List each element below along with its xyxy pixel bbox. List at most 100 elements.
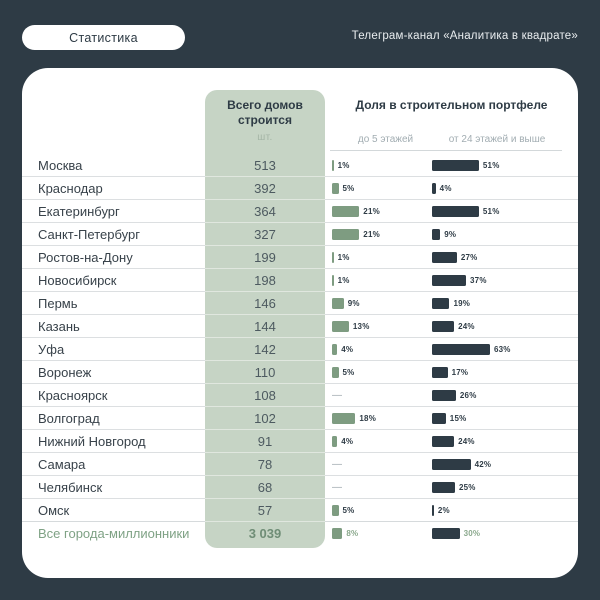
high-rise-bar-cell: 63% <box>432 338 578 361</box>
city-name: Москва <box>22 154 205 177</box>
city-name: Казань <box>22 315 205 338</box>
low-rise-bar <box>332 435 338 447</box>
bar-value-label: 27% <box>460 252 478 262</box>
table-row: Воронеж 110 5% 17% <box>22 361 578 384</box>
count-column-background <box>205 90 325 548</box>
total-houses-value: 146 <box>205 292 325 315</box>
statistics-badge[interactable]: Статистика <box>22 25 185 50</box>
high-rise-bar-cell: 24% <box>432 315 578 338</box>
no-data-dash: — <box>332 458 342 470</box>
low-rise-bar <box>332 182 339 194</box>
city-name: Краснодар <box>22 177 205 200</box>
table-row: Ростов-на-Дону 199 1% 27% <box>22 246 578 269</box>
bar-value-label: 1% <box>337 160 350 170</box>
bar-value-label: 51% <box>482 160 500 170</box>
low-rise-bar <box>332 228 360 240</box>
city-name: Новосибирск <box>22 269 205 292</box>
city-name: Омск <box>22 499 205 522</box>
table-row: Омск 57 5% 2% <box>22 499 578 522</box>
bar-value-label: 4% <box>341 344 354 354</box>
bar-value-label: 24% <box>458 321 475 331</box>
bar-value-label: 15% <box>449 413 467 423</box>
subheader-divider <box>330 150 562 151</box>
high-rise-bar-cell: 9% <box>432 223 578 246</box>
table-row: Екатеринбург 364 21% 51% <box>22 200 578 223</box>
high-rise-bar-cell: 15% <box>432 407 578 430</box>
city-name: Челябинск <box>22 476 205 499</box>
total-houses-value: 78 <box>205 453 325 476</box>
bar-value-label: 30% <box>463 529 481 538</box>
low-rise-bar-cell: — <box>325 384 432 407</box>
bar-value-label: 21% <box>363 206 380 216</box>
no-data-dash: — <box>332 389 342 401</box>
high-rise-bar-cell: 25% <box>432 476 578 499</box>
table-row: Москва 513 1% 51% <box>22 154 578 177</box>
bar-value-label: 26% <box>459 390 477 400</box>
high-rise-bar-cell: 19% <box>432 292 578 315</box>
high-rise-bar <box>432 251 457 263</box>
bar-value-label: 4% <box>439 183 452 193</box>
low-rise-bar-cell: 18% <box>325 407 432 430</box>
low-rise-bar-cell: — <box>325 476 432 499</box>
bar-value-label: 4% <box>341 436 354 446</box>
table-row: Нижний Новгород 91 4% 24% <box>22 430 578 453</box>
channel-caption: Телеграм-канал «Аналитика в квадрате» <box>351 30 578 42</box>
high-rise-bar <box>432 182 436 194</box>
bar-value-label: 51% <box>482 206 500 216</box>
total-houses-value: 68 <box>205 476 325 499</box>
total-houses-value: 110 <box>205 361 325 384</box>
high-rise-bar-cell: 24% <box>432 430 578 453</box>
high-rise-bar <box>432 274 467 286</box>
high-rise-bar <box>432 297 450 309</box>
subheader-high-rise: от 24 этажей и выше <box>448 134 546 145</box>
low-rise-bar <box>332 504 339 516</box>
bar-value-label: 5% <box>342 505 355 515</box>
high-rise-bar <box>432 159 479 171</box>
high-rise-bar <box>432 228 441 240</box>
low-rise-bar-cell: 1% <box>325 154 432 177</box>
bar-value-label: 2% <box>437 505 450 515</box>
subheader-low-rise: до 5 этажей <box>357 134 414 145</box>
low-rise-bar <box>332 297 344 309</box>
bar-value-label: 37% <box>470 275 487 285</box>
high-rise-bar-cell: 27% <box>432 246 578 269</box>
summary-row: Все города-миллионники 3 039 8% 30% <box>22 522 578 545</box>
share-column-header: Доля в строительном портфеле <box>355 98 548 112</box>
bar-value-label: 25% <box>459 482 476 492</box>
low-rise-bar-cell: 5% <box>325 177 432 200</box>
high-rise-bar <box>432 528 460 539</box>
low-rise-bar <box>332 159 334 171</box>
count-column-unit: шт. <box>257 132 273 143</box>
low-rise-bar-cell: 5% <box>325 361 432 384</box>
bar-value-label: 5% <box>342 367 355 377</box>
high-rise-bar-cell: 17% <box>432 361 578 384</box>
table-row: Казань 144 13% 24% <box>22 315 578 338</box>
high-rise-bar <box>432 481 455 493</box>
table-body: Москва 513 1% 51% Краснодар 392 5% 4% Екатеринбу… <box>22 154 578 545</box>
low-rise-bar <box>332 274 334 286</box>
high-rise-bar <box>432 320 455 332</box>
low-rise-bar <box>332 343 338 355</box>
high-rise-bar-cell: 4% <box>432 177 578 200</box>
bar-value-label: 21% <box>363 229 380 239</box>
table-row: Пермь 146 9% 19% <box>22 292 578 315</box>
bar-value-label: 5% <box>342 183 355 193</box>
total-houses-value: 513 <box>205 154 325 177</box>
low-rise-bar-cell: 1% <box>325 269 432 292</box>
total-houses-value: 3 039 <box>248 526 282 541</box>
high-rise-bar <box>432 412 446 424</box>
low-rise-bar <box>332 205 360 217</box>
high-rise-bar <box>432 366 448 378</box>
high-rise-bar-cell: 30% <box>432 522 578 545</box>
city-name: Волгоград <box>22 407 205 430</box>
total-houses-value: 364 <box>205 200 325 223</box>
stats-card: Всего домов строится шт. Доля в строител… <box>22 68 578 578</box>
total-houses-value: 199 <box>205 246 325 269</box>
high-rise-bar <box>432 435 455 447</box>
table-row: Самара 78 — 42% <box>22 453 578 476</box>
low-rise-bar-cell: 4% <box>325 338 432 361</box>
low-rise-bar-cell: 13% <box>325 315 432 338</box>
low-rise-bar-cell: 8% <box>325 522 432 545</box>
total-houses-value: 91 <box>205 430 325 453</box>
high-rise-bar <box>432 504 434 516</box>
